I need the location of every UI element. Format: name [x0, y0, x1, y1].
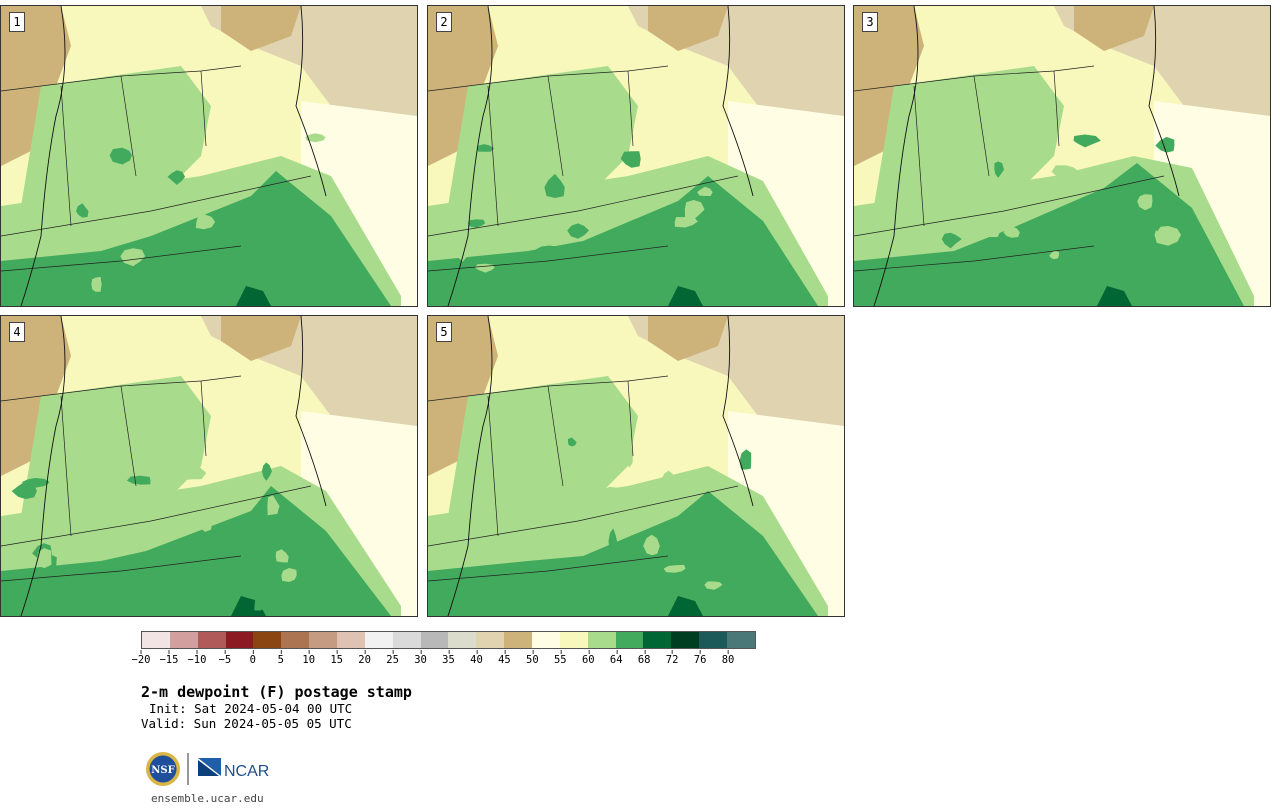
colorbar-swatch: [699, 632, 728, 648]
colorbar-swatch: [281, 632, 310, 648]
map-panel-3: 3: [853, 5, 1271, 307]
colorbar-swatch: [142, 632, 170, 648]
colorbar-swatch: [337, 632, 365, 648]
map-panel-4: 4: [0, 315, 418, 617]
colorbar-swatch: [615, 632, 644, 648]
colorbar: [141, 631, 756, 649]
panel-number: 1: [9, 12, 25, 32]
colorbar-swatch: [225, 632, 254, 648]
dewpoint-map: [1, 6, 417, 306]
colorbar-tick-label: 55: [553, 650, 567, 666]
colorbar-tick-label: 45: [498, 650, 511, 666]
colorbar-swatch: [504, 632, 533, 648]
colorbar-swatch: [559, 632, 588, 648]
colorbar-ticks: −20 −15 −10 −5 0 5 10 15 20 25 30 35 40 45 50 55 60 64 68 7…: [132, 650, 756, 670]
colorbar-tick-label: −15: [159, 650, 179, 666]
colorbar-swatch: [727, 632, 755, 648]
colorbar-tick-label: 5: [277, 650, 284, 666]
colorbar-tick-label: 40: [470, 650, 483, 666]
colorbar-tick-label: 10: [302, 650, 316, 666]
colorbar-swatch: [643, 632, 672, 648]
init-time: Init: Sat 2024-05-04 00 UTC: [149, 701, 353, 716]
colorbar-tick-label: 68: [637, 650, 651, 666]
colorbar-tick-label: 35: [442, 650, 455, 666]
panel-number: 2: [436, 12, 452, 32]
colorbar-tick-label: 72: [665, 650, 679, 666]
colorbar-tick-label: 25: [386, 650, 399, 666]
colorbar-tick-label: −10: [187, 650, 207, 666]
map-panel-1: 1: [0, 5, 418, 307]
logo-group: NSF NCAR: [145, 750, 275, 788]
colorbar-tick-label: 30: [414, 650, 427, 666]
site-url: ensemble.ucar.edu: [151, 792, 264, 805]
dewpoint-map: [854, 6, 1270, 306]
svg-text:NSF: NSF: [151, 765, 174, 776]
colorbar-tick-label: 15: [330, 650, 343, 666]
nsf-ncar-logo: NSF NCAR: [146, 752, 269, 786]
colorbar-tick-label: 60: [581, 650, 595, 666]
colorbar-swatch: [197, 632, 226, 648]
dewpoint-map: [1, 316, 417, 616]
colorbar-swatch: [309, 632, 338, 648]
colorbar-tick-label: 76: [693, 650, 707, 666]
dewpoint-map: [428, 316, 844, 616]
map-panel-5: 5: [427, 315, 845, 617]
colorbar-tick-label: 20: [358, 650, 371, 666]
panel-number: 3: [862, 12, 878, 32]
colorbar-tick-label: 50: [526, 650, 539, 666]
colorbar-swatch: [448, 632, 477, 648]
dewpoint-map: [428, 6, 844, 306]
colorbar-swatch: [392, 632, 421, 648]
valid-time: Valid: Sun 2024-05-05 05 UTC: [141, 716, 352, 731]
panel-number: 5: [436, 322, 452, 342]
ncar-logo: NCAR: [198, 758, 269, 780]
colorbar-tick-label: 80: [721, 650, 735, 666]
colorbar-tick-label: −20: [131, 650, 151, 666]
colorbar-swatch: [671, 632, 700, 648]
colorbar-swatch: [169, 632, 198, 648]
colorbar-swatch: [476, 632, 505, 648]
colorbar-tick-label: −5: [218, 650, 232, 666]
colorbar-tick-label: 0: [249, 650, 256, 666]
colorbar-swatch: [253, 632, 282, 648]
colorbar-swatch: [587, 632, 616, 648]
panel-number: 4: [9, 322, 25, 342]
colorbar-tick-label: 64: [609, 650, 623, 666]
colorbar-swatch: [420, 632, 449, 648]
map-panel-2: 2: [427, 5, 845, 307]
nsf-logo: NSF: [146, 752, 180, 786]
colorbar-swatch: [532, 632, 560, 648]
plot-title: 2-m dewpoint (F) postage stamp: [141, 683, 412, 701]
svg-text:NCAR: NCAR: [224, 763, 269, 780]
colorbar-swatch: [364, 632, 393, 648]
